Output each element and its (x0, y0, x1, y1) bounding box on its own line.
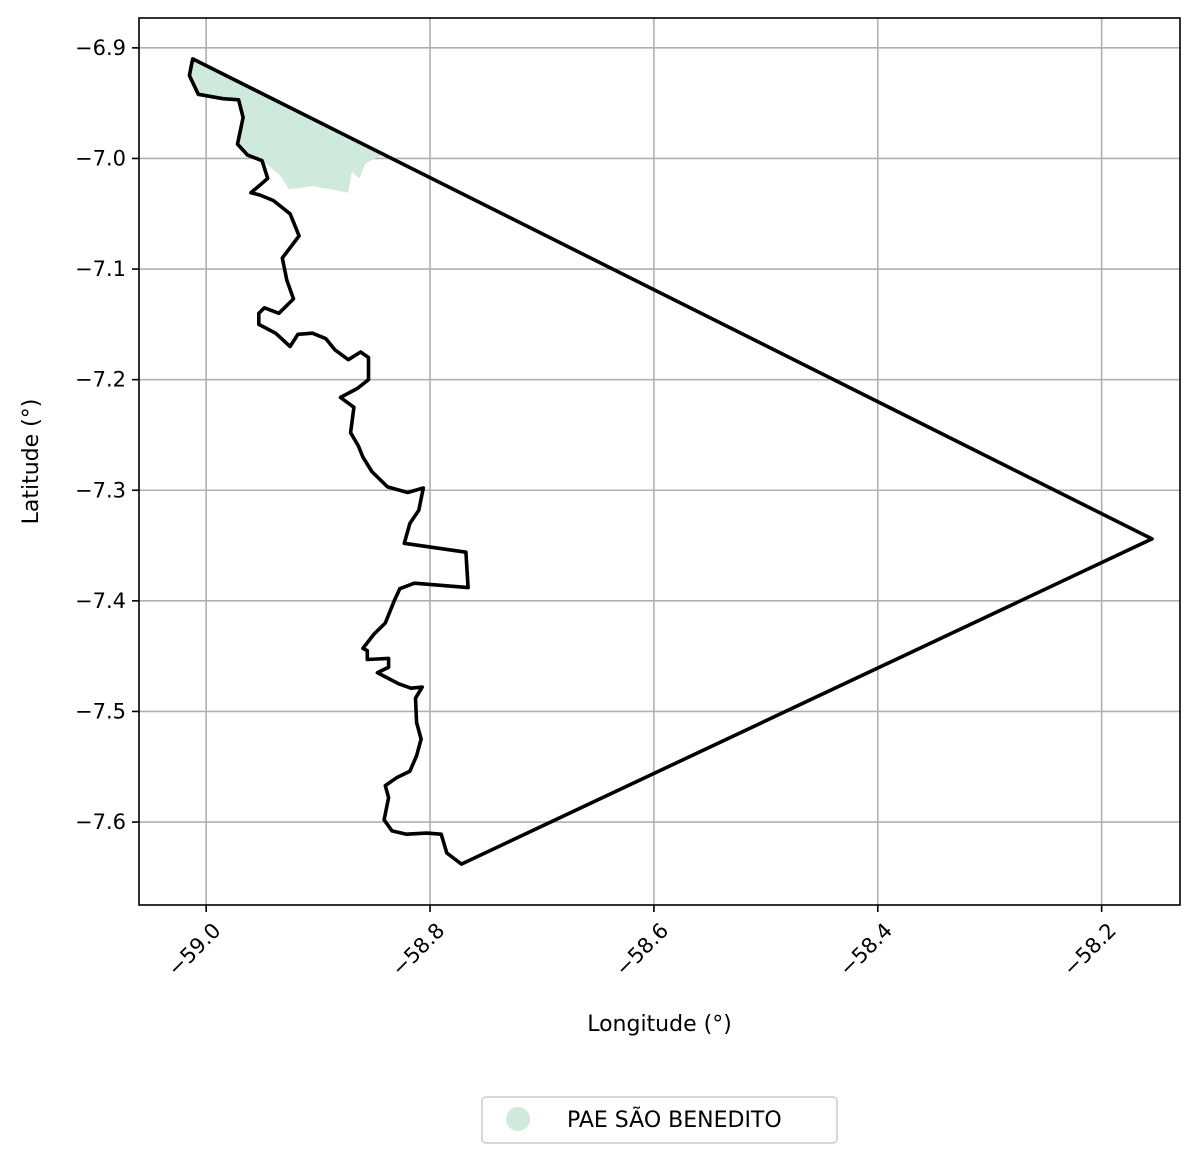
grid-lines (139, 18, 1180, 905)
x-tick-label: −58.2 (1058, 918, 1120, 980)
x-axis-title: Longitude (°) (587, 1012, 732, 1037)
legend: PAE SÃO BENEDITO (481, 1096, 838, 1144)
plot-frame (138, 17, 1181, 906)
y-tick-label: −7.0 (75, 146, 126, 170)
y-tick-label: −7.4 (75, 589, 126, 613)
x-tick-label: −58.8 (387, 918, 449, 980)
pae-sao-benedito-area (189, 61, 386, 193)
y-tick-label: −7.3 (75, 478, 126, 502)
legend-label: PAE SÃO BENEDITO (567, 1106, 782, 1133)
y-tick-label: −7.1 (75, 257, 126, 281)
legend-box (481, 1096, 838, 1144)
municipality-boundary (187, 57, 1154, 866)
axis-ticks: −59.0 −58.8 −58.6 −58.4 −58.2 −6.9 −7.0 −7.1 −7.… (75, 36, 1121, 981)
y-tick-label: −7.6 (75, 810, 126, 834)
y-tick-label: −6.9 (75, 36, 126, 60)
y-tick-label: −7.5 (75, 699, 126, 723)
x-tick-label: −58.6 (611, 918, 673, 980)
legend-marker (506, 1107, 530, 1131)
pae-area-layer (189, 61, 386, 193)
x-tick-label: −59.0 (163, 918, 225, 980)
x-tick-label: −58.4 (835, 918, 897, 980)
y-tick-label: −7.2 (75, 368, 126, 392)
y-axis-title: Latitude (°) (19, 399, 44, 525)
boundary-layer (187, 57, 1154, 866)
